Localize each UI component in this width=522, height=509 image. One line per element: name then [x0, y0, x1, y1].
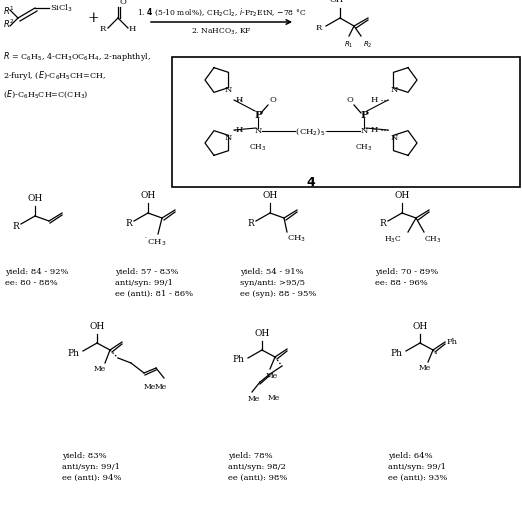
Text: anti/syn: 99/1: anti/syn: 99/1: [115, 279, 173, 287]
Text: yield: 78%: yield: 78%: [228, 452, 272, 460]
Text: H: H: [371, 126, 378, 134]
Text: R: R: [316, 24, 322, 32]
Text: R: R: [125, 218, 132, 228]
Text: OH: OH: [89, 322, 104, 331]
Text: anti/syn: 98/2: anti/syn: 98/2: [228, 463, 286, 471]
Text: R: R: [379, 218, 386, 228]
Text: ee (anti): 94%: ee (anti): 94%: [62, 474, 122, 482]
Text: Me: Me: [266, 372, 278, 380]
Text: ee (anti): 93%: ee (anti): 93%: [388, 474, 447, 482]
Text: $R_1$: $R_1$: [344, 40, 354, 50]
Text: O: O: [119, 0, 126, 6]
Text: Me: Me: [248, 395, 260, 403]
Text: ee (syn): 88 - 95%: ee (syn): 88 - 95%: [240, 290, 316, 298]
Text: ee: 88 - 96%: ee: 88 - 96%: [375, 279, 428, 287]
Text: $̇$CH$_3$: $̇$CH$_3$: [145, 235, 167, 247]
Text: N: N: [360, 127, 367, 135]
Text: ee (anti): 81 - 86%: ee (anti): 81 - 86%: [115, 290, 193, 298]
Text: OH: OH: [27, 194, 43, 203]
Text: N: N: [390, 86, 398, 94]
Text: Me: Me: [155, 383, 167, 391]
Text: Ph: Ph: [67, 349, 79, 357]
Text: +: +: [87, 11, 99, 25]
Text: yield: 54 - 91%: yield: 54 - 91%: [240, 268, 304, 276]
Text: H: H: [236, 96, 243, 104]
Text: yield: 57 - 83%: yield: 57 - 83%: [115, 268, 179, 276]
Text: $R^1$: $R^1$: [3, 5, 15, 17]
Text: yield: 84 - 92%: yield: 84 - 92%: [5, 268, 68, 276]
Text: N: N: [224, 86, 232, 94]
Text: Ph: Ph: [447, 338, 458, 346]
Text: ee: 80 - 88%: ee: 80 - 88%: [5, 279, 58, 287]
Text: Ph: Ph: [232, 355, 244, 364]
Text: N: N: [254, 127, 262, 135]
Text: 2. NaHCO$_3$, KF: 2. NaHCO$_3$, KF: [191, 26, 252, 37]
Text: yield: 83%: yield: 83%: [62, 452, 106, 460]
Text: CH$_3$: CH$_3$: [424, 234, 442, 244]
Text: R: R: [12, 221, 19, 231]
Text: CH$_3$: CH$_3$: [249, 142, 267, 153]
Text: $R^2$: $R^2$: [3, 18, 15, 31]
Text: CH$_3$: CH$_3$: [355, 142, 373, 153]
Text: OH: OH: [395, 191, 410, 200]
Text: SiCl$_3$: SiCl$_3$: [50, 2, 73, 14]
Text: $\mathbf{4}$: $\mathbf{4}$: [306, 176, 316, 188]
Text: Me: Me: [94, 365, 106, 373]
Text: H: H: [129, 25, 136, 33]
Text: OH: OH: [263, 191, 278, 200]
Text: OH: OH: [140, 191, 156, 200]
Text: Me: Me: [268, 394, 280, 402]
Text: OH: OH: [412, 322, 428, 331]
Text: ee (anti): 98%: ee (anti): 98%: [228, 474, 288, 482]
Text: syn/anti: >95/5: syn/anti: >95/5: [240, 279, 305, 287]
Text: P: P: [360, 110, 368, 120]
Text: anti/syn: 99/1: anti/syn: 99/1: [388, 463, 446, 471]
Text: yield: 64%: yield: 64%: [388, 452, 433, 460]
Text: anti/syn: 99/1: anti/syn: 99/1: [62, 463, 120, 471]
Text: 1. $\mathbf{4}$ (5-10 mol%), CH$_2$Cl$_2$, $i$-Pr$_2$EtN, −78 °C: 1. $\mathbf{4}$ (5-10 mol%), CH$_2$Cl$_2…: [137, 6, 306, 18]
Text: O: O: [269, 96, 276, 104]
Text: Me: Me: [419, 364, 431, 372]
Text: Ph: Ph: [390, 349, 402, 357]
Text: CH$_3$: CH$_3$: [287, 233, 306, 243]
Text: Me: Me: [144, 383, 156, 391]
Text: N: N: [390, 134, 398, 142]
Text: H: H: [236, 126, 243, 134]
Text: R: R: [100, 25, 106, 33]
Text: OH: OH: [330, 0, 344, 4]
Text: O: O: [346, 96, 353, 104]
Text: R: R: [247, 218, 254, 228]
Text: H: H: [371, 96, 378, 104]
Text: H$_3$C: H$_3$C: [384, 234, 402, 244]
Text: N: N: [224, 134, 232, 142]
Text: -(CH$_2$)$_5$-: -(CH$_2$)$_5$-: [293, 126, 329, 136]
Text: $R$ = C$_6$H$_5$, 4-CH$_3$OC$_6$H$_4$, 2-naphthyl,
2-furyl, ($E$)-C$_6$H$_5$CH=C: $R$ = C$_6$H$_5$, 4-CH$_3$OC$_6$H$_4$, 2…: [3, 50, 151, 100]
Bar: [172, 57, 520, 187]
Text: P: P: [254, 110, 262, 120]
Text: yield: 70 - 89%: yield: 70 - 89%: [375, 268, 438, 276]
Text: $R_2$: $R_2$: [363, 40, 373, 50]
Text: OH: OH: [254, 329, 270, 338]
